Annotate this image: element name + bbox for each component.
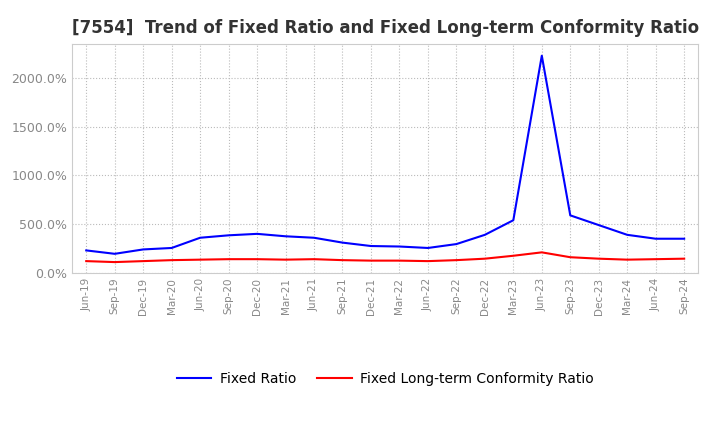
Fixed Ratio: [480, 232, 489, 238]
Fixed Long-term Conformity Ratio: [366, 258, 375, 263]
Fixed Ratio: [338, 240, 347, 245]
Fixed Ratio: [452, 242, 461, 247]
Fixed Long-term Conformity Ratio: [623, 257, 631, 262]
Fixed Ratio: [423, 246, 432, 251]
Fixed Ratio: [225, 233, 233, 238]
Fixed Ratio: [139, 247, 148, 252]
Fixed Ratio: [566, 213, 575, 218]
Fixed Long-term Conformity Ratio: [480, 256, 489, 261]
Fixed Ratio: [623, 232, 631, 238]
Fixed Long-term Conformity Ratio: [680, 256, 688, 261]
Fixed Ratio: [196, 235, 204, 240]
Line: Fixed Ratio: Fixed Ratio: [86, 56, 684, 254]
Fixed Long-term Conformity Ratio: [537, 250, 546, 255]
Fixed Long-term Conformity Ratio: [423, 258, 432, 264]
Fixed Long-term Conformity Ratio: [196, 257, 204, 262]
Fixed Long-term Conformity Ratio: [167, 257, 176, 263]
Fixed Long-term Conformity Ratio: [282, 257, 290, 262]
Fixed Ratio: [537, 53, 546, 59]
Fixed Long-term Conformity Ratio: [82, 258, 91, 264]
Fixed Long-term Conformity Ratio: [595, 256, 603, 261]
Fixed Long-term Conformity Ratio: [509, 253, 518, 258]
Fixed Long-term Conformity Ratio: [253, 257, 261, 262]
Fixed Long-term Conformity Ratio: [395, 258, 404, 263]
Fixed Ratio: [652, 236, 660, 242]
Legend: Fixed Ratio, Fixed Long-term Conformity Ratio: Fixed Ratio, Fixed Long-term Conformity …: [171, 367, 599, 392]
Title: [7554]  Trend of Fixed Ratio and Fixed Long-term Conformity Ratio: [7554] Trend of Fixed Ratio and Fixed Lo…: [71, 19, 699, 37]
Fixed Ratio: [366, 243, 375, 249]
Fixed Ratio: [680, 236, 688, 242]
Fixed Long-term Conformity Ratio: [310, 257, 318, 262]
Fixed Ratio: [282, 234, 290, 239]
Fixed Ratio: [509, 218, 518, 223]
Fixed Long-term Conformity Ratio: [139, 258, 148, 264]
Fixed Ratio: [167, 246, 176, 251]
Fixed Ratio: [310, 235, 318, 240]
Fixed Ratio: [395, 244, 404, 249]
Line: Fixed Long-term Conformity Ratio: Fixed Long-term Conformity Ratio: [86, 253, 684, 262]
Fixed Ratio: [82, 248, 91, 253]
Fixed Ratio: [595, 223, 603, 228]
Fixed Long-term Conformity Ratio: [338, 257, 347, 263]
Fixed Long-term Conformity Ratio: [566, 255, 575, 260]
Fixed Ratio: [253, 231, 261, 236]
Fixed Long-term Conformity Ratio: [110, 260, 119, 265]
Fixed Ratio: [110, 251, 119, 257]
Fixed Long-term Conformity Ratio: [225, 257, 233, 262]
Fixed Long-term Conformity Ratio: [652, 257, 660, 262]
Fixed Long-term Conformity Ratio: [452, 257, 461, 263]
